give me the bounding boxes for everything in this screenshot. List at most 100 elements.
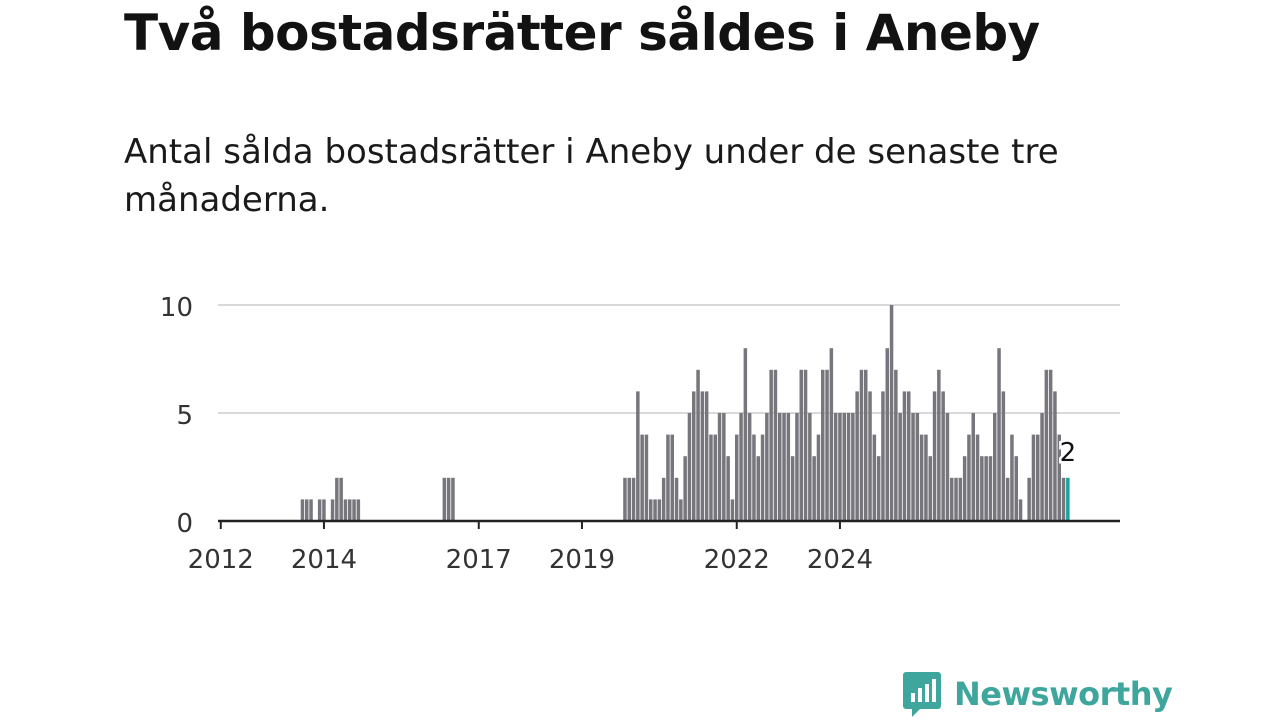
bar <box>984 456 988 521</box>
y-tick-label: 0 <box>176 509 193 539</box>
x-tick-label: 2019 <box>549 545 615 575</box>
bar <box>971 413 975 521</box>
bar <box>833 413 838 521</box>
bar <box>962 456 967 521</box>
bar <box>894 369 898 521</box>
bar <box>786 413 791 521</box>
bar <box>881 391 885 521</box>
bar <box>1061 477 1066 521</box>
bar <box>739 413 743 521</box>
bar <box>356 499 361 521</box>
y-tick-label: 10 <box>160 293 193 323</box>
bar <box>446 477 451 521</box>
bar <box>954 477 958 521</box>
bar <box>868 391 872 521</box>
bar <box>941 391 945 521</box>
x-tick-label: 2014 <box>291 545 357 575</box>
bar <box>1005 477 1010 521</box>
bar <box>950 477 954 521</box>
y-tick-label: 5 <box>176 401 193 431</box>
bar <box>1044 369 1049 521</box>
bar <box>773 369 778 521</box>
bar <box>717 413 722 521</box>
bar <box>790 456 795 521</box>
newsworthy-logo-icon <box>903 672 941 717</box>
bar <box>945 413 950 521</box>
bar <box>322 499 326 521</box>
bar <box>778 413 782 521</box>
bar <box>709 434 713 521</box>
bar <box>851 413 855 521</box>
x-tick-label: 2017 <box>446 545 512 575</box>
bar <box>696 369 700 521</box>
bar <box>649 499 653 521</box>
bar <box>907 391 911 521</box>
bar <box>661 477 666 521</box>
bar <box>1027 477 1031 521</box>
bar <box>958 477 963 521</box>
brand-name: Newsworthy <box>954 675 1173 713</box>
bar <box>305 499 309 521</box>
bar <box>821 369 825 521</box>
bar <box>631 477 636 521</box>
bar <box>1036 434 1040 521</box>
bar <box>980 456 984 521</box>
bar <box>919 434 924 521</box>
bar <box>683 456 687 521</box>
bar <box>799 369 803 521</box>
x-tick-label: 2012 <box>188 545 254 575</box>
chart-subtitle: Antal sålda bostadsrätter i Aneby under … <box>124 132 1059 220</box>
highlight-value-label: 2 <box>1060 438 1077 468</box>
bar <box>885 348 889 521</box>
bar <box>859 369 864 521</box>
bar <box>760 434 765 521</box>
bar <box>317 499 322 521</box>
bar <box>730 499 735 521</box>
bar <box>666 434 670 521</box>
bar <box>816 434 821 521</box>
bar <box>842 413 846 521</box>
bar <box>657 499 662 521</box>
bar <box>704 391 709 521</box>
bar <box>997 348 1001 521</box>
bar <box>644 434 649 521</box>
bar <box>451 477 455 521</box>
bar <box>829 348 834 521</box>
bar <box>808 413 812 521</box>
bar <box>679 499 683 521</box>
x-tick-label: 2022 <box>704 545 770 575</box>
bar-chart: 0 5 10 2012 2014 2017 2019 2022 2024 2 <box>160 293 1120 575</box>
newsworthy-logo[interactable]: Newsworthy <box>902 670 1173 718</box>
bar <box>309 499 313 521</box>
page-title: Två bostadsrätter såldes i Aneby <box>124 4 1040 62</box>
bar <box>713 434 717 521</box>
bar <box>855 391 859 521</box>
bar <box>687 413 692 521</box>
bar <box>769 369 773 521</box>
bar <box>1014 456 1018 521</box>
bar <box>1010 434 1014 521</box>
bar <box>937 369 941 521</box>
bar <box>300 499 305 521</box>
bar <box>812 456 816 521</box>
bar <box>1057 434 1061 521</box>
bar <box>967 434 971 521</box>
bar <box>928 456 932 521</box>
bar <box>864 369 868 521</box>
bar <box>726 456 730 521</box>
bar <box>627 477 631 521</box>
bar <box>1040 413 1044 521</box>
bar <box>898 413 902 521</box>
bar <box>795 413 799 521</box>
bar <box>932 391 937 521</box>
bar <box>1001 391 1006 521</box>
bar <box>692 391 696 521</box>
bar <box>872 434 877 521</box>
bar <box>846 413 851 521</box>
bar <box>993 413 997 521</box>
bar <box>1048 369 1053 521</box>
bar <box>722 413 726 521</box>
bar <box>1053 391 1057 521</box>
bar <box>743 348 748 521</box>
x-tick-label: 2024 <box>807 545 873 575</box>
